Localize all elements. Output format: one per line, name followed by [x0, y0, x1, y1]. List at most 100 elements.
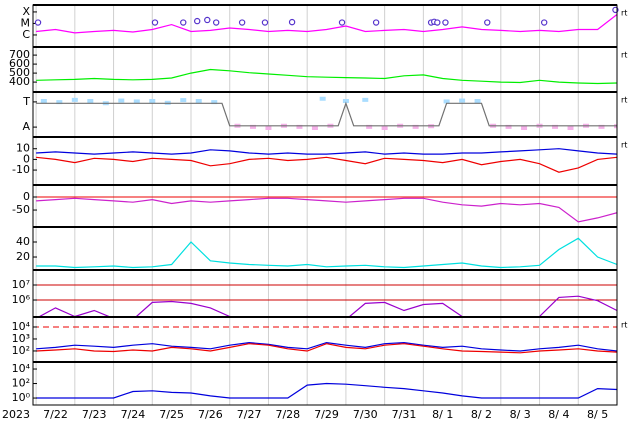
panel — [35, 227, 617, 270]
data-dot — [149, 99, 156, 103]
panel-frame — [32, 184, 618, 228]
data-dot — [342, 99, 349, 103]
x-tick-label: 7/26 — [198, 408, 223, 421]
y-tick-label: 0 — [23, 190, 30, 203]
y-tick-label: 400 — [9, 75, 30, 88]
flare-marker — [204, 16, 211, 24]
y-tick-label: 10⁷ — [12, 278, 30, 291]
data-dot — [87, 99, 94, 103]
data-dot — [195, 99, 202, 103]
note: rt — [621, 96, 627, 105]
data-dot — [296, 124, 303, 129]
data-dot — [505, 124, 512, 129]
y-tick-label: 700 — [9, 48, 30, 61]
x-tick-label: 8/ 1 — [432, 408, 453, 421]
data-dot — [474, 99, 481, 103]
data-line — [36, 382, 617, 399]
note: rt — [621, 51, 627, 60]
x-tick-label: 7/30 — [353, 408, 378, 421]
data-line — [36, 14, 617, 34]
y-tick-label: C — [22, 28, 30, 41]
data-dot — [521, 126, 528, 130]
data-line — [36, 101, 617, 127]
x-tick-label: 7/29 — [314, 408, 339, 421]
x-tick-label: 8/ 2 — [471, 408, 492, 421]
x-tick-label: 7/24 — [121, 408, 146, 421]
y-tick-label: 10⁰ — [12, 391, 31, 404]
panel-frame — [32, 269, 618, 318]
data-dot — [211, 100, 218, 105]
panel — [35, 137, 617, 185]
y-tick-label: 10² — [12, 377, 30, 390]
flare-marker — [151, 19, 159, 26]
x-tick-label: 8/ 5 — [587, 408, 608, 421]
panel — [35, 47, 617, 92]
panel — [35, 92, 617, 137]
y-tick-label: 40 — [16, 235, 30, 248]
data-dot — [319, 96, 326, 101]
panel — [33, 185, 617, 227]
flare-marker — [34, 19, 42, 26]
flare-marker — [261, 19, 269, 26]
data-line — [36, 237, 617, 269]
y-tick-label: -50 — [12, 203, 30, 216]
y-tick-label: 10⁴ — [12, 362, 31, 375]
y-tick-label: 10³ — [12, 332, 30, 345]
data-line — [36, 343, 617, 354]
data-dot — [40, 99, 47, 103]
x-tick-label: 7/23 — [82, 408, 107, 421]
x-tick-label: 7/25 — [159, 408, 184, 421]
panel-frame — [32, 4, 618, 48]
data-dot — [362, 97, 369, 102]
x-tick-label: 7/22 — [43, 408, 68, 421]
data-dot — [567, 126, 574, 130]
data-line — [36, 197, 617, 223]
y-tick-label: 20 — [16, 250, 30, 263]
y-tick-label: -10 — [12, 163, 30, 176]
y-tick-label: X — [22, 5, 30, 18]
panel-frame — [32, 226, 618, 271]
flare-marker — [338, 19, 346, 26]
flare-marker — [484, 19, 491, 26]
y-tick-label: 10² — [12, 344, 30, 357]
data-dot — [459, 98, 466, 103]
data-line — [36, 148, 617, 155]
data-dot — [311, 126, 318, 130]
flare-marker — [212, 19, 220, 26]
flare-marker — [442, 19, 449, 26]
data-dot — [180, 98, 187, 103]
x-tick-label: 7/27 — [237, 408, 262, 421]
flare-marker — [180, 19, 187, 26]
panel-frame — [32, 46, 618, 93]
data-dot — [381, 126, 388, 130]
y-tick-label: T — [22, 95, 30, 108]
year-label: 2023 — [2, 408, 30, 421]
x-tick-label: 7/28 — [275, 408, 300, 421]
data-dot — [366, 124, 373, 129]
data-line — [36, 341, 617, 352]
data-line — [36, 156, 617, 173]
data-dot — [552, 124, 559, 129]
y-tick-label: 10 — [16, 142, 30, 155]
data-dot — [412, 124, 419, 129]
flare-marker — [238, 19, 246, 26]
y-tick-label: 0 — [23, 152, 30, 165]
panel — [33, 270, 617, 317]
y-tick-label: M — [21, 16, 31, 29]
y-tick-label: A — [22, 120, 30, 133]
panel-frame — [32, 316, 618, 363]
y-tick-label: 10⁴ — [12, 320, 31, 333]
y-tick-label: 10⁶ — [12, 293, 31, 306]
y-tick-label: 600 — [9, 57, 30, 70]
data-dot — [56, 100, 63, 105]
data-dot — [133, 99, 140, 104]
x-tick-label: 8/ 3 — [510, 408, 531, 421]
x-tick-label: 8/ 4 — [548, 408, 569, 421]
data-dot — [71, 97, 78, 102]
data-dot — [118, 98, 125, 103]
data-dot — [443, 99, 450, 104]
note: rt — [621, 9, 627, 18]
note: rt — [621, 321, 627, 330]
data-dot — [249, 124, 256, 129]
panel — [35, 5, 617, 47]
